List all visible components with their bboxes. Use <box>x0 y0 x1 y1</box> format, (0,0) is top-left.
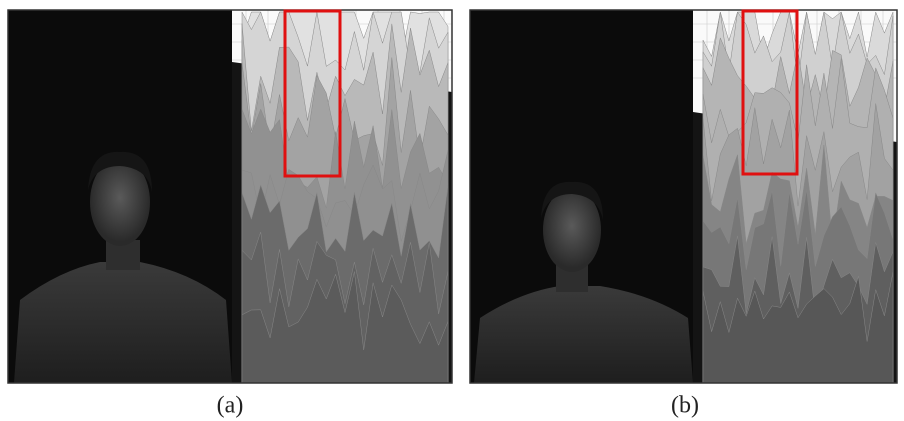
panel-label: (b) <box>671 393 699 419</box>
panel-label: (a) <box>217 393 244 419</box>
surface-plot <box>232 10 452 383</box>
panel-b: (b) <box>470 10 897 419</box>
surface-plot <box>693 10 897 383</box>
panel-a: (a) <box>8 10 452 419</box>
page: {"panels": [{"label": "(a)"}, {"label": … <box>0 0 904 421</box>
figure: (a) (b) <box>0 0 904 421</box>
